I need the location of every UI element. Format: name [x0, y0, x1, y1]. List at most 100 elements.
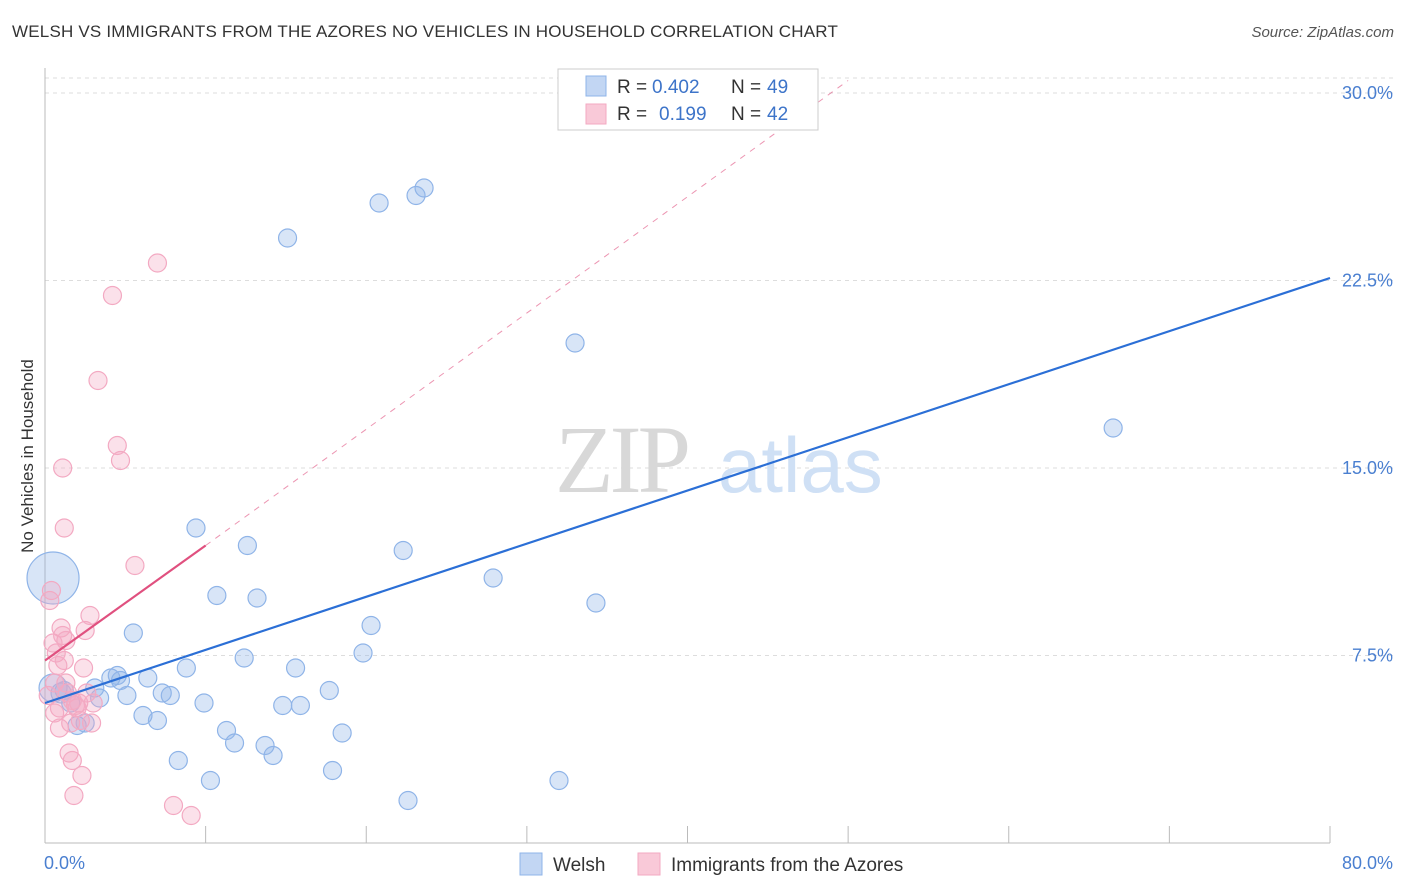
- welsh-point: [147, 710, 168, 731]
- welsh-point: [353, 643, 373, 663]
- welsh-point: [186, 518, 206, 538]
- welsh-point: [123, 623, 143, 643]
- x-tick-label-min: 0.0%: [44, 853, 85, 873]
- azores-points: [38, 253, 201, 826]
- legend-n-label-azores: N =: [731, 104, 761, 125]
- azores-point: [72, 765, 92, 786]
- azores-point: [81, 713, 102, 733]
- azores-point: [48, 655, 68, 676]
- azores-point: [88, 370, 108, 391]
- welsh-point: [586, 593, 606, 613]
- chart-title: WELSH VS IMMIGRANTS FROM THE AZORES NO V…: [12, 22, 839, 41]
- x-tick-label-max: 80.0%: [1342, 853, 1393, 873]
- azores-point: [107, 435, 127, 456]
- welsh-point: [247, 588, 267, 608]
- bottom-legend-label-welsh: Welsh: [553, 855, 605, 876]
- y-tick-label: 15.0%: [1342, 458, 1393, 478]
- welsh-point: [549, 770, 569, 791]
- svg-text:ZIP: ZIP: [555, 406, 688, 513]
- x-ticks: [44, 826, 1331, 843]
- azores-point: [102, 285, 123, 306]
- welsh-points: [26, 178, 1123, 811]
- welsh-point: [319, 680, 339, 701]
- welsh-point: [361, 615, 381, 636]
- welsh-point: [255, 735, 275, 756]
- welsh-point: [483, 568, 503, 588]
- azores-point: [181, 805, 201, 826]
- legend-n-value-welsh: 49: [767, 77, 788, 98]
- legend-swatch-azores: [585, 103, 607, 125]
- y-tick-label: 30.0%: [1342, 83, 1393, 103]
- welsh-point: [398, 790, 418, 811]
- welsh-point: [369, 193, 389, 213]
- azores-point: [56, 673, 76, 693]
- trend-lines: [44, 80, 1331, 705]
- azores-point: [54, 650, 74, 671]
- azores-point: [49, 718, 70, 738]
- azores-point: [83, 693, 103, 713]
- bottom-legend-label-azores: Immigrants from the Azores: [671, 855, 903, 876]
- welsh-point: [133, 705, 153, 726]
- azores-point: [70, 710, 90, 731]
- chart-source: Source: ZipAtlas.com: [1251, 24, 1394, 41]
- y-tick-label: 22.5%: [1342, 271, 1393, 291]
- welsh-point: [234, 648, 254, 668]
- welsh-point: [290, 695, 310, 716]
- welsh-point: [393, 540, 413, 561]
- welsh-point: [406, 185, 426, 206]
- legend-r-value-azores: 0.199: [659, 104, 707, 125]
- azores-point: [110, 450, 131, 471]
- welsh-point: [117, 685, 137, 706]
- azores-point: [51, 618, 71, 638]
- legend-swatch-welsh: [585, 75, 607, 97]
- welsh-point: [224, 733, 245, 753]
- welsh-point: [194, 693, 214, 713]
- azores-point: [64, 785, 84, 806]
- welsh-point: [207, 585, 227, 606]
- welsh-point: [90, 688, 110, 708]
- azores-trend-line: [44, 544, 207, 662]
- azores-point: [45, 703, 65, 723]
- legend-n-label-welsh: N =: [731, 77, 761, 98]
- azores-point: [53, 458, 73, 478]
- bottom-legend-swatch-welsh: [519, 852, 543, 876]
- welsh-point: [200, 770, 221, 791]
- azores-point: [56, 630, 76, 651]
- azores-point: [41, 580, 62, 601]
- welsh-point: [332, 723, 352, 743]
- welsh-point: [1103, 418, 1123, 438]
- legend-n-value-azores: 42: [767, 104, 788, 125]
- welsh-point: [285, 658, 306, 678]
- bottom-legend: Welsh Immigrants from the Azores: [519, 852, 903, 876]
- y-tick-labels: 7.5% 15.0% 22.5% 30.0%: [1342, 83, 1393, 666]
- welsh-point: [263, 745, 283, 766]
- azores-point: [62, 750, 82, 771]
- welsh-point: [565, 333, 585, 353]
- legend-box: R = 0.402 N = 49 R = 0.199 N = 42: [557, 68, 819, 131]
- welsh-point: [176, 658, 196, 678]
- welsh-point: [277, 228, 298, 248]
- welsh-point: [237, 535, 257, 556]
- watermark: ZIP atlas: [555, 406, 883, 513]
- azores-point: [80, 605, 100, 626]
- legend-r-label-welsh: R =: [617, 77, 647, 98]
- welsh-point: [26, 551, 80, 605]
- legend-r-label-azores: R =: [617, 104, 647, 125]
- gridlines: [45, 77, 1393, 656]
- welsh-point: [168, 750, 188, 771]
- azores-point: [73, 658, 94, 678]
- welsh-point: [273, 695, 293, 716]
- y-tick-label: 7.5%: [1352, 646, 1393, 666]
- welsh-point: [414, 178, 434, 198]
- azores-point: [125, 555, 145, 576]
- welsh-point: [322, 760, 343, 781]
- azores-point: [147, 253, 168, 273]
- azores-point: [54, 518, 74, 538]
- legend-r-value-welsh: 0.402: [652, 77, 700, 98]
- welsh-point: [160, 685, 180, 706]
- welsh-trend-line: [44, 276, 1331, 705]
- welsh-point: [152, 683, 172, 703]
- azores-trend-extension: [205, 80, 849, 546]
- bottom-legend-swatch-azores: [637, 852, 661, 876]
